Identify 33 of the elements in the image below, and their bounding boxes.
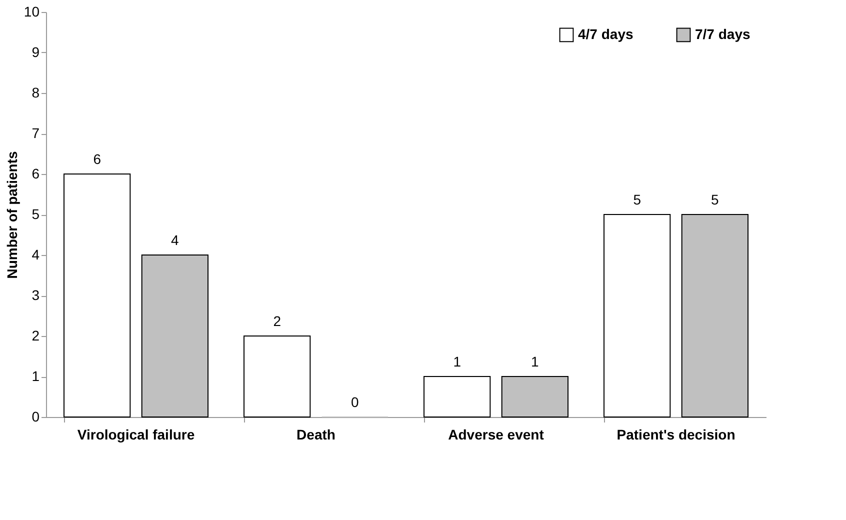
y-tick-label: 8 [32,84,40,100]
data-label: 1 [531,354,540,370]
data-label: 5 [633,192,642,208]
bar [141,254,208,418]
x-tick-label: Virological failure [77,426,195,442]
x-tick-label: Death [296,426,336,442]
bar [501,376,568,418]
y-tick-label: 7 [32,125,40,141]
x-tick-label: Patient's decision [616,426,736,442]
y-tick-label: 0 [32,408,40,424]
y-tick-label: 3 [32,287,40,303]
bar [244,336,311,418]
y-tick-label: 10 [24,4,40,20]
data-label: 6 [93,151,102,167]
y-tick-label: 9 [32,44,40,60]
legend-label: 4/7 days [578,26,634,42]
data-label: 2 [273,313,282,329]
x-tick-label: Adverse event [448,426,544,442]
data-label: 0 [351,394,360,410]
legend-label: 7/7 days [695,26,750,42]
bar [64,174,131,418]
y-tick-label: 5 [32,206,40,222]
y-tick-label: 1 [32,368,40,384]
y-tick-label: 4 [32,246,40,262]
bar [681,214,748,418]
y-axis-title: Number of patients [4,151,20,279]
data-label: 1 [453,354,462,370]
data-label: 5 [711,192,720,208]
bar [604,214,671,418]
bar [424,376,491,418]
y-tick-label: 2 [32,328,40,344]
y-tick-label: 6 [32,166,40,182]
data-label: 4 [171,232,180,248]
